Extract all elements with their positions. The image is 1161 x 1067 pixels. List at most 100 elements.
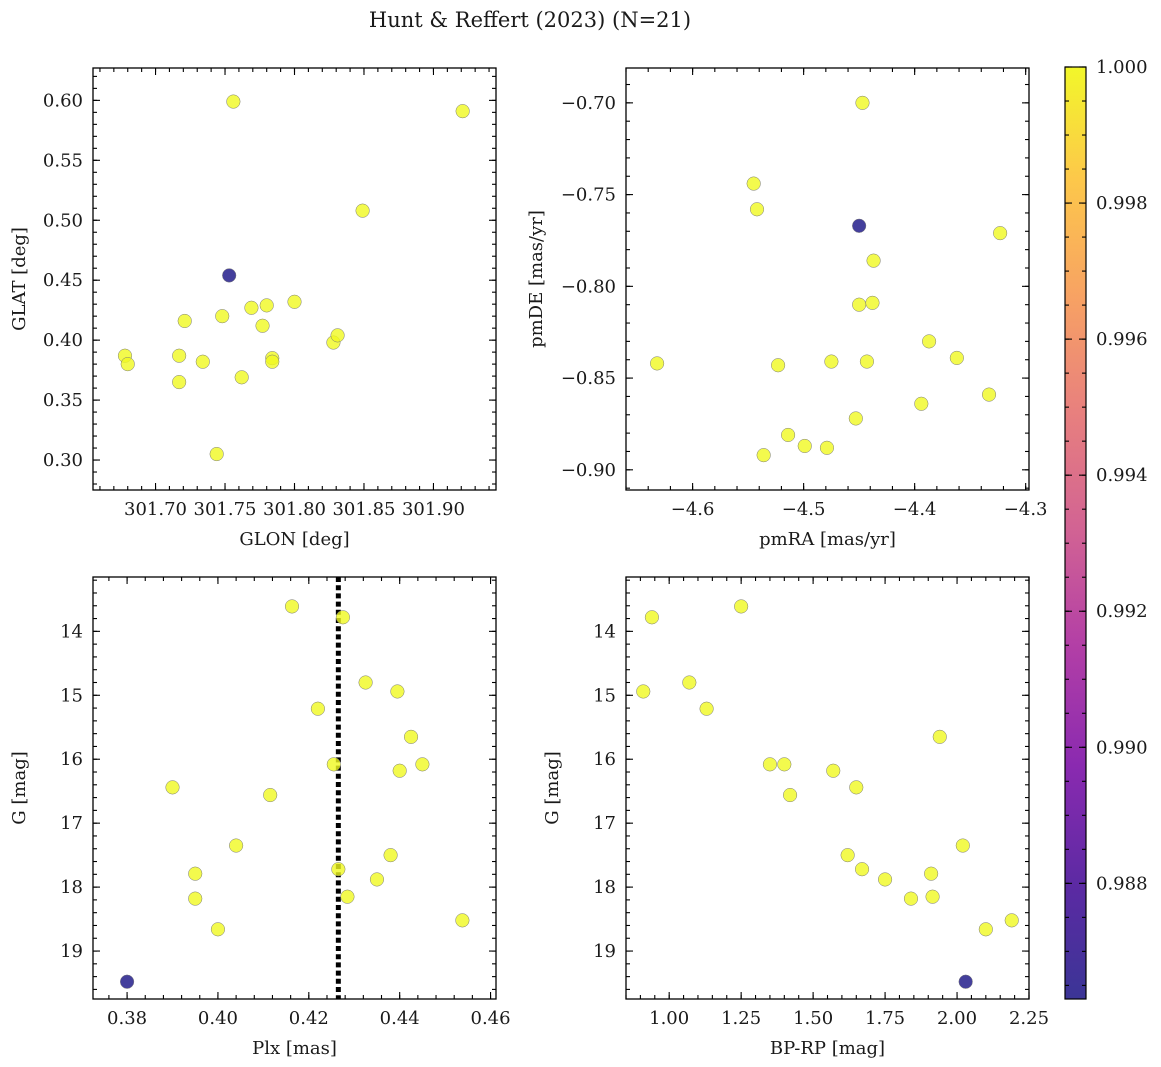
y-tick-label: −0.85 <box>561 368 616 389</box>
y-tick-label: 0.50 <box>43 210 83 231</box>
colorbar-gradient <box>1064 66 1087 1000</box>
y-tick-label: 14 <box>593 621 616 642</box>
x-axis-label: Plx [mas] <box>252 1038 337 1059</box>
data-point <box>226 94 241 109</box>
data-point <box>749 202 765 217</box>
data-point <box>188 866 203 881</box>
x-tick-label: 0.44 <box>380 1008 420 1029</box>
data-point <box>331 862 346 877</box>
data-point <box>854 862 870 877</box>
data-point <box>210 922 225 937</box>
x-axis-label: GLON [deg] <box>239 529 349 550</box>
data-point <box>958 974 973 989</box>
x-tick-label: 2.25 <box>1009 1008 1049 1029</box>
colorbar-tick-label: 0.990 <box>1096 737 1148 758</box>
data-point <box>259 298 274 313</box>
y-axis-label: G [mag] <box>542 751 563 824</box>
data-point <box>215 309 230 324</box>
data-point <box>840 848 855 863</box>
y-tick-label: 19 <box>60 941 83 962</box>
data-point <box>265 354 280 369</box>
data-point <box>234 370 249 385</box>
data-point <box>172 375 187 390</box>
data-point <box>903 891 919 906</box>
data-point <box>993 226 1008 241</box>
panel-plx-g: 0.38 0.40 0.42 0.44 0.46 14 15 16 17 18 19 Plx [mas… <box>9 576 511 1059</box>
data-point <box>392 763 407 778</box>
data-point <box>978 922 993 937</box>
x-tick-label: 301.70 <box>124 499 187 520</box>
data-point <box>284 599 300 614</box>
x-axis-label: pmRA [mas/yr] <box>759 529 896 550</box>
axes-frame <box>625 67 1030 491</box>
data-point <box>383 848 398 863</box>
data-point <box>859 354 874 369</box>
data-point <box>852 297 867 312</box>
y-tick-label: −0.90 <box>561 460 616 481</box>
x-tick-label: 1.00 <box>649 1008 689 1029</box>
data-point <box>848 411 863 426</box>
data-point <box>746 176 761 191</box>
data-point <box>925 889 940 904</box>
y-tick-label: −0.70 <box>561 93 616 114</box>
y-tick-label: 0.35 <box>43 390 83 411</box>
data-point <box>229 838 244 853</box>
data-point <box>287 294 302 309</box>
x-tick-label: −4.5 <box>782 499 826 520</box>
x-tick-label: 1.25 <box>721 1008 761 1029</box>
y-tick-label: 14 <box>60 621 83 642</box>
data-point <box>824 354 839 369</box>
panel-glon-glat: 301.70 301.75 301.80 301.85 301.90 0.30 0.35 0.… <box>9 67 497 550</box>
data-point <box>326 757 341 772</box>
data-point <box>949 350 964 365</box>
y-tick-label: 0.30 <box>43 450 83 471</box>
x-tick-label: 301.90 <box>402 499 465 520</box>
figure-title: Hunt & Reffert (2023) (N=21) <box>369 8 691 32</box>
data-point <box>355 203 370 218</box>
y-axis-label: G [mag] <box>9 751 30 824</box>
data-point <box>255 318 270 333</box>
data-point <box>865 295 880 310</box>
colorbar: 0.988 0.990 0.992 0.994 0.996 0.998 1.000 <box>1064 57 1148 1000</box>
y-tick-label: 0.55 <box>43 150 83 171</box>
data-point <box>120 974 135 989</box>
y-tick-label: −0.75 <box>561 185 616 206</box>
x-axis-label: BP-RP [mag] <box>770 1038 885 1059</box>
data-point <box>783 787 798 803</box>
data-point <box>340 889 355 904</box>
data-point <box>922 334 937 349</box>
data-point <box>914 396 929 411</box>
data-point <box>172 348 187 363</box>
x-tick-label: 0.42 <box>289 1008 329 1029</box>
x-tick-label: 301.80 <box>263 499 326 520</box>
data-point <box>699 701 714 716</box>
data-point <box>644 610 659 625</box>
data-point <box>369 872 385 887</box>
colorbar-tick-label: 0.994 <box>1096 465 1148 486</box>
y-tick-label: 17 <box>60 813 83 834</box>
x-tick-label: 0.46 <box>471 1008 511 1029</box>
data-point <box>756 448 771 463</box>
data-point <box>852 218 867 233</box>
x-tick-label: 301.85 <box>332 499 395 520</box>
data-point <box>771 358 786 373</box>
data-point <box>849 780 864 795</box>
data-point <box>781 427 796 443</box>
y-tick-label: −0.80 <box>561 276 616 297</box>
data-point <box>797 438 812 454</box>
data-point <box>855 95 870 110</box>
y-tick-label: 18 <box>593 877 616 898</box>
colorbar-ticks: 0.988 0.990 0.992 0.994 0.996 0.998 1.000 <box>1065 57 1148 986</box>
axes-frame <box>625 576 1030 1000</box>
axes-frame <box>92 67 497 491</box>
data-point <box>826 763 841 778</box>
y-tick-label: 16 <box>60 749 83 770</box>
y-tick-label: 15 <box>60 685 83 706</box>
data-point <box>415 757 430 772</box>
x-tick-label: −4.4 <box>893 499 937 520</box>
data-point <box>310 701 325 716</box>
colorbar-tick-label: 0.996 <box>1096 329 1148 350</box>
data-point <box>734 599 749 614</box>
data-point <box>188 891 203 906</box>
